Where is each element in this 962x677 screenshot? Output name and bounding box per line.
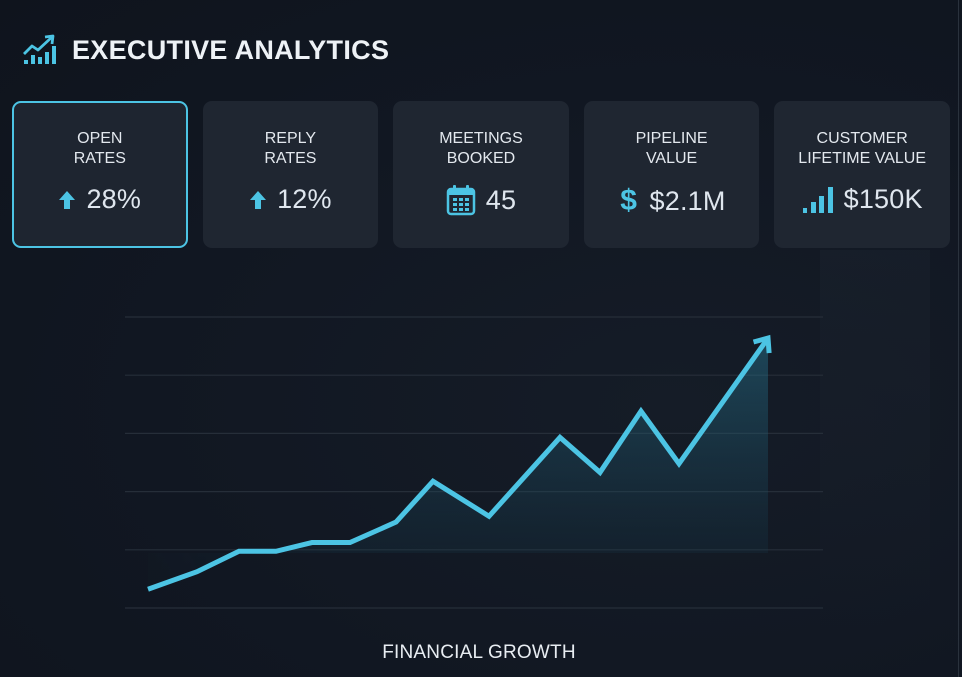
line-chart [125,316,823,609]
card-value: 28% [86,184,142,214]
chart-area-fill [148,338,768,590]
arrow-up-icon [58,190,76,210]
card-value: $2.1M [649,185,726,216]
card-label: CUSTOMER LIFETIME VALUE [798,130,927,167]
chart-title: FINANCIAL GROWTH [382,642,576,663]
card-value: 12% [277,184,332,214]
kpi-card-reply-rates[interactable]: REPLY RATES 12% [202,101,379,248]
card-value: 45 [485,184,517,215]
arrow-up-icon [249,190,267,210]
page-title: EXECUTIVE ANALYTICS [72,34,390,65]
kpi-cards: OPEN RATES 28% REPLY RATES 12% MEETINGS … [12,101,950,248]
financial-growth-chart [0,250,962,630]
card-label: OPEN RATES [73,130,126,167]
kpi-card-open-rates[interactable]: OPEN RATES 28% [12,101,188,248]
page-header: EXECUTIVE ANALYTICS [22,32,389,68]
chart-arrow-head [752,334,772,354]
dollar-icon: $ [620,184,637,217]
kpi-card-meetings-booked[interactable]: MEETINGS BOOKED 45 [393,101,569,248]
card-label: MEETINGS BOOKED [439,130,523,167]
calendar-icon [446,184,476,216]
card-value: $150K [843,184,923,214]
kpi-card-pipeline-value[interactable]: PIPELINE VALUE $ $2.1M [583,101,760,248]
bar-signal-icon [802,186,834,214]
card-label: PIPELINE VALUE [635,130,708,167]
card-label: REPLY RATES [264,130,317,167]
chart-line [147,336,771,592]
trend-chart-icon [22,34,58,66]
kpi-card-customer-lifetime-value[interactable]: CUSTOMER LIFETIME VALUE $150K [774,101,950,248]
background-decoration [820,250,930,630]
window-edge [958,0,959,677]
